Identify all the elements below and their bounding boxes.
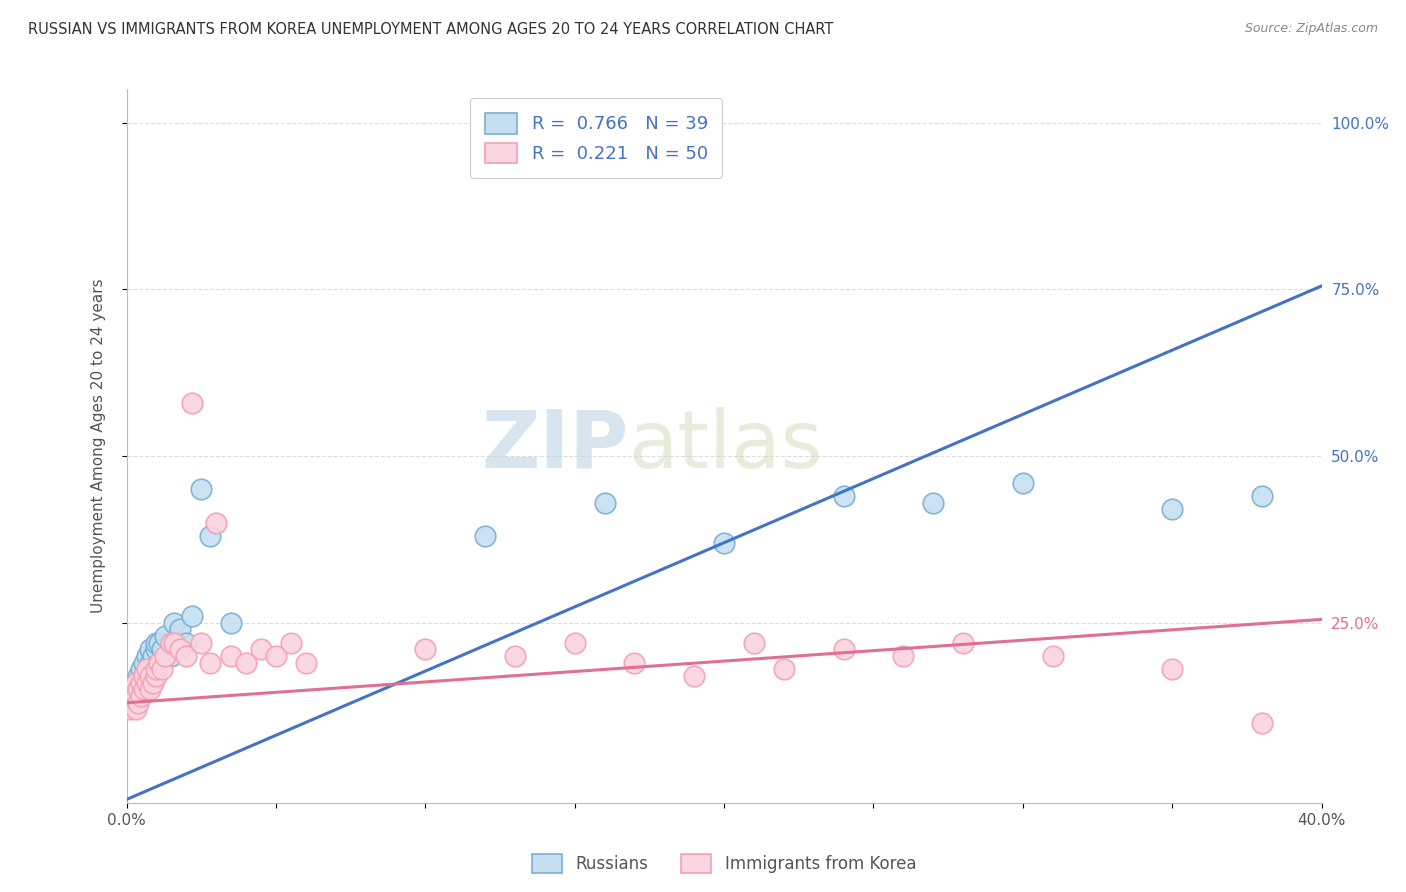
Point bbox=[136, 662, 159, 676]
Point bbox=[145, 662, 167, 676]
Point bbox=[503, 649, 526, 664]
Point bbox=[131, 675, 153, 690]
Point bbox=[683, 669, 706, 683]
Point bbox=[134, 682, 156, 697]
Point bbox=[181, 609, 204, 624]
Point bbox=[160, 649, 183, 664]
Point bbox=[121, 696, 143, 710]
Point bbox=[127, 696, 149, 710]
Point bbox=[145, 636, 167, 650]
Point bbox=[264, 649, 287, 664]
Point bbox=[124, 689, 146, 703]
Point bbox=[250, 642, 273, 657]
Point bbox=[952, 636, 974, 650]
Point bbox=[200, 656, 222, 670]
Point bbox=[148, 656, 170, 670]
Point bbox=[163, 615, 186, 630]
Point bbox=[124, 702, 146, 716]
Point bbox=[1251, 715, 1274, 730]
Point bbox=[145, 642, 167, 657]
Point bbox=[124, 675, 146, 690]
Point bbox=[142, 649, 165, 664]
Point bbox=[118, 702, 141, 716]
Point bbox=[142, 675, 165, 690]
Point bbox=[181, 395, 204, 409]
Point bbox=[294, 656, 316, 670]
Text: ZIP: ZIP bbox=[481, 407, 628, 485]
Point bbox=[155, 629, 177, 643]
Point bbox=[145, 669, 167, 683]
Point bbox=[174, 636, 197, 650]
Legend: Russians, Immigrants from Korea: Russians, Immigrants from Korea bbox=[526, 847, 922, 880]
Point bbox=[174, 649, 197, 664]
Point bbox=[922, 496, 945, 510]
Point bbox=[219, 615, 242, 630]
Point bbox=[205, 516, 228, 530]
Point bbox=[474, 529, 496, 543]
Point bbox=[1042, 649, 1064, 664]
Point bbox=[1161, 502, 1184, 516]
Point bbox=[121, 689, 143, 703]
Point bbox=[121, 696, 143, 710]
Point bbox=[200, 529, 222, 543]
Point bbox=[832, 642, 855, 657]
Point bbox=[713, 535, 735, 549]
Point bbox=[773, 662, 796, 676]
Point bbox=[136, 675, 159, 690]
Point bbox=[169, 642, 191, 657]
Point bbox=[564, 636, 586, 650]
Point bbox=[139, 642, 162, 657]
Point bbox=[1251, 489, 1274, 503]
Y-axis label: Unemployment Among Ages 20 to 24 years: Unemployment Among Ages 20 to 24 years bbox=[91, 278, 105, 614]
Point bbox=[152, 662, 174, 676]
Point bbox=[742, 636, 765, 650]
Point bbox=[139, 669, 162, 683]
Point bbox=[190, 483, 212, 497]
Point bbox=[169, 623, 191, 637]
Point bbox=[155, 649, 177, 664]
Point bbox=[415, 642, 437, 657]
Point bbox=[593, 496, 616, 510]
Point bbox=[219, 649, 242, 664]
Point bbox=[127, 682, 149, 697]
Point bbox=[1011, 475, 1033, 490]
Point bbox=[893, 649, 915, 664]
Point bbox=[121, 682, 143, 697]
Text: atlas: atlas bbox=[628, 407, 823, 485]
Point bbox=[134, 669, 156, 683]
Text: RUSSIAN VS IMMIGRANTS FROM KOREA UNEMPLOYMENT AMONG AGES 20 TO 24 YEARS CORRELAT: RUSSIAN VS IMMIGRANTS FROM KOREA UNEMPLO… bbox=[28, 22, 834, 37]
Point bbox=[131, 689, 153, 703]
Point bbox=[118, 696, 141, 710]
Point bbox=[131, 662, 153, 676]
Text: Source: ZipAtlas.com: Source: ZipAtlas.com bbox=[1244, 22, 1378, 36]
Point bbox=[134, 656, 156, 670]
Point bbox=[124, 675, 146, 690]
Point bbox=[139, 656, 162, 670]
Point bbox=[124, 689, 146, 703]
Point bbox=[280, 636, 302, 650]
Point bbox=[623, 656, 645, 670]
Point bbox=[118, 689, 141, 703]
Point bbox=[136, 649, 159, 664]
Point bbox=[235, 656, 257, 670]
Point bbox=[124, 682, 146, 697]
Point bbox=[832, 489, 855, 503]
Point bbox=[121, 682, 143, 697]
Point bbox=[190, 636, 212, 650]
Point bbox=[148, 636, 170, 650]
Point bbox=[160, 636, 183, 650]
Point bbox=[152, 642, 174, 657]
Point bbox=[1161, 662, 1184, 676]
Point bbox=[134, 669, 156, 683]
Point bbox=[139, 682, 162, 697]
Point bbox=[127, 669, 149, 683]
Point bbox=[118, 689, 141, 703]
Point bbox=[163, 636, 186, 650]
Point bbox=[127, 682, 149, 697]
Point bbox=[131, 675, 153, 690]
